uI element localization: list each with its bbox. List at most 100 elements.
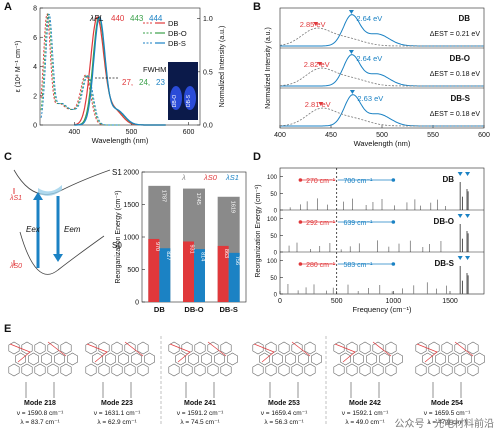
bar-lambda-s0: [183, 241, 194, 302]
y-tick-label: 500: [127, 267, 139, 274]
bar-lambda-s1: [194, 249, 205, 302]
lambda-pl-value: 440: [111, 14, 125, 23]
ring: [304, 363, 316, 377]
ring: [385, 363, 397, 377]
watermark: 公众号 · 光电材料前沿: [394, 419, 494, 430]
y-axis-label: Reorganization Energy (cm⁻¹): [115, 190, 122, 283]
bar-lambda-s0: [217, 245, 229, 302]
ring: [21, 363, 33, 377]
y-tick-label: 50: [270, 234, 277, 240]
range-dot: [391, 178, 396, 182]
ring: [278, 363, 290, 377]
phosphorescence-spectrum: [279, 67, 484, 87]
bar-value-label: 827: [165, 251, 171, 260]
mode-name: Mode 254: [431, 400, 463, 407]
ring: [428, 341, 440, 355]
ring: [359, 341, 371, 355]
mode-marker: [465, 214, 471, 218]
ring: [54, 352, 65, 366]
ring: [60, 363, 72, 377]
ring: [385, 341, 397, 355]
bar-lambda-s1: [228, 252, 240, 302]
ring: [265, 363, 277, 377]
range-dot: [298, 262, 303, 266]
fwhm-value: 24,: [139, 78, 150, 87]
bar-lambda-s1: [159, 248, 171, 302]
lambda-pl-value: 444: [149, 14, 163, 23]
ring: [131, 352, 142, 366]
vial-glow-left: [170, 86, 182, 110]
ring: [21, 341, 33, 355]
mode-reorganization: λ = 62.9 cm⁻¹: [97, 419, 137, 426]
mode-marker: [457, 256, 463, 260]
substituent: [185, 382, 215, 398]
lambda-s1-label: λS1: [9, 195, 22, 202]
row-name: DB-S: [450, 94, 470, 103]
ring: [168, 363, 180, 377]
mode-frequency: ν = 1591.2 cm⁻¹: [177, 410, 224, 417]
ring: [181, 363, 193, 377]
displacement-vector: [253, 341, 311, 363]
high-freq-label: 700 cm⁻¹: [343, 178, 373, 185]
ring: [92, 352, 103, 366]
panel-label-c: C: [4, 151, 12, 163]
y-tick-label: 0: [33, 123, 37, 130]
ring: [252, 341, 264, 355]
ring: [422, 352, 433, 366]
y-tick-label: 0: [274, 251, 278, 257]
eem-label: Eem: [64, 225, 81, 234]
y-tick-label: 100: [267, 259, 278, 265]
high-freq-label: 639 cm⁻¹: [343, 220, 373, 227]
row-name: DB: [442, 175, 454, 184]
t1-marker: [317, 62, 323, 66]
mode-reorganization: λ = 56.3 cm⁻¹: [264, 419, 304, 426]
x-axis-label: Wavelength (nm): [354, 139, 411, 148]
ring: [41, 352, 52, 366]
panel-label-b: B: [253, 1, 261, 13]
phosphorescence-spectrum: [279, 107, 484, 127]
ring: [8, 341, 20, 355]
mode-marker: [457, 172, 463, 176]
ring: [265, 341, 277, 355]
x-tick-label: 500: [376, 132, 388, 139]
displacement-vector: [416, 341, 474, 363]
ring: [175, 352, 186, 366]
fwhm-value: 23: [156, 78, 165, 87]
ring: [467, 341, 479, 355]
molecule-structure: [333, 341, 403, 398]
row-name: DB: [458, 14, 470, 23]
mode-name: Mode 253: [268, 400, 300, 407]
row-name: DB-O: [434, 217, 454, 226]
y-tick-label: 0: [274, 293, 278, 299]
ring: [111, 363, 123, 377]
ring: [461, 352, 472, 366]
absorption-db-o: [40, 13, 120, 126]
ring: [207, 341, 219, 355]
ring: [214, 352, 225, 366]
legend-label: DB-S: [168, 39, 186, 48]
s1-marker: [348, 10, 354, 14]
y-tick-label: 4: [33, 64, 37, 71]
mode-frequency: ν = 1659.4 cm⁻¹: [261, 410, 308, 417]
row-name: DB-O: [450, 54, 470, 63]
substituent: [25, 382, 55, 398]
s1-energy: 2.64 eV: [356, 14, 382, 23]
ring: [272, 352, 283, 366]
ring: [379, 352, 390, 366]
ring: [359, 363, 371, 377]
x-tick-label: 500: [331, 298, 343, 305]
y-tick-label: 50: [270, 192, 277, 198]
emission-db-s: [74, 16, 166, 126]
ring: [333, 341, 345, 355]
mode-reorganization: λ = 49.0 cm⁻¹: [345, 419, 385, 426]
bar-value-label: 1745: [195, 193, 201, 205]
category-label: DB-S: [219, 305, 237, 314]
ring: [8, 363, 20, 377]
range-dot: [391, 262, 396, 266]
y-tick-label: 50: [270, 276, 277, 282]
range-dot: [298, 178, 303, 182]
s1-well-fill: [38, 185, 62, 196]
lambda-pl-value: 443: [130, 14, 144, 23]
